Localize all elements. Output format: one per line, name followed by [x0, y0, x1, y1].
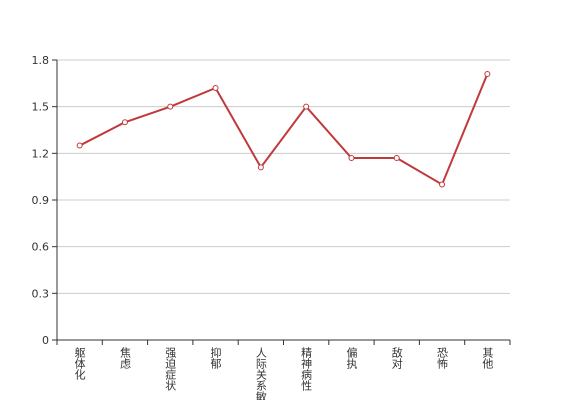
x-tick-label: 焦虑	[118, 347, 131, 369]
y-tick-label: 1.2	[32, 147, 50, 160]
point	[121, 119, 128, 126]
line	[79, 73, 489, 186]
point	[76, 142, 83, 149]
point	[212, 85, 219, 91]
x-tick-label: 躯体化	[73, 347, 86, 381]
x-tick-label: 偏执	[345, 346, 358, 370]
point	[484, 71, 491, 77]
y-tick-label: 0.3	[32, 287, 50, 300]
x-tick-label: 敌对	[390, 346, 403, 369]
y-tick-label: 1.8	[32, 54, 50, 67]
point	[303, 103, 310, 110]
x-tick-label: 强迫症状	[164, 347, 177, 391]
point	[439, 181, 446, 188]
y-tick-label: 1.5	[32, 101, 50, 114]
point	[393, 155, 400, 161]
y-tick-label: 0.6	[32, 241, 50, 254]
point	[348, 155, 355, 161]
point	[257, 164, 264, 171]
y-tick-label: 0	[42, 334, 49, 347]
x-tick-label: 其他	[481, 347, 494, 369]
x-tick-label: 恐怖	[436, 347, 449, 369]
point	[167, 103, 174, 110]
x-tick-label: 抑郁	[209, 346, 222, 369]
x-tick-label: 精神病性	[300, 347, 313, 392]
y-tick-label: 0.9	[32, 194, 50, 207]
x-tick-label: 人际关系敏感	[254, 347, 267, 400]
